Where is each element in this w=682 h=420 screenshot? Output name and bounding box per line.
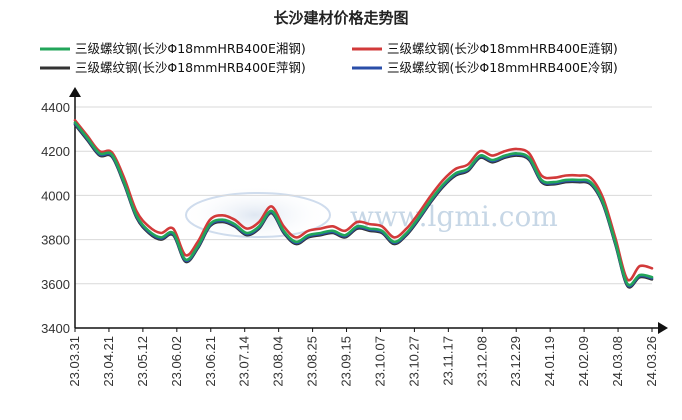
x-tick-label: 23.11.17 xyxy=(440,336,455,386)
legend-label-1: 三级螺纹钢(长沙Φ18mmHRB400E湘钢) xyxy=(75,41,306,56)
x-tick-label: 23.04.21 xyxy=(101,336,116,387)
x-axis-arrow-icon xyxy=(658,322,668,334)
x-tick-label: 23.10.27 xyxy=(406,336,421,387)
legend-label-2: 三级螺纹钢(长沙Φ18mmHRB400E涟钢) xyxy=(387,41,618,56)
x-tick-label: 23.08.25 xyxy=(305,336,320,387)
y-tick-label: 3600 xyxy=(41,277,70,292)
x-tick-label: 23.09.15 xyxy=(339,336,354,387)
x-tick-label: 23.10.07 xyxy=(372,336,387,387)
x-tick-label: 23.08.04 xyxy=(271,336,286,387)
watermark: www.lgmi.com xyxy=(180,185,558,245)
x-tick-label: 24.02.09 xyxy=(576,336,591,387)
x-tick-label: 24.01.19 xyxy=(542,336,557,387)
legend: 三级螺纹钢(长沙Φ18mmHRB400E湘钢) 三级螺纹钢(长沙Φ18mmHRB4… xyxy=(40,41,618,75)
series-group xyxy=(73,118,654,289)
series-line-2 xyxy=(73,118,654,282)
x-tick-label: 23.03.31 xyxy=(67,336,82,387)
series-line-1 xyxy=(73,121,654,287)
watermark-text: www.lgmi.com xyxy=(350,200,558,233)
grid xyxy=(75,106,652,285)
x-tick-label: 24.03.26 xyxy=(644,336,659,387)
chart-title: 长沙建材价格走势图 xyxy=(273,9,408,27)
x-tick-label: 23.06.21 xyxy=(203,336,218,387)
x-tick-label: 23.12.08 xyxy=(474,336,489,387)
legend-label-3: 三级螺纹钢(长沙Φ18mmHRB400E萍钢) xyxy=(75,60,306,75)
y-tick-label: 3400 xyxy=(41,321,70,336)
x-axis-ticks: 23.03.31 23.04.21 23.05.12 23.06.02 23.06.21… xyxy=(67,328,659,387)
axes xyxy=(69,87,668,334)
y-tick-label: 4000 xyxy=(41,188,70,203)
x-tick-label: 23.12.29 xyxy=(508,336,523,387)
x-tick-label: 23.06.02 xyxy=(169,336,184,387)
y-tick-label: 4200 xyxy=(41,144,70,159)
y-tick-label: 4400 xyxy=(41,100,70,115)
y-tick-label: 3800 xyxy=(41,233,70,248)
watermark-logo-icon xyxy=(185,192,331,238)
x-tick-label: 23.07.14 xyxy=(237,336,252,387)
y-axis-arrow-icon xyxy=(69,87,81,97)
x-tick-label: 24.03.08 xyxy=(610,336,625,387)
y-axis-ticks: 3400 3600 3800 4000 4200 4400 xyxy=(41,100,70,336)
x-tick-label: 23.05.12 xyxy=(135,336,150,387)
legend-label-4: 三级螺纹钢(长沙Φ18mmHRB400E冷钢) xyxy=(387,60,618,75)
